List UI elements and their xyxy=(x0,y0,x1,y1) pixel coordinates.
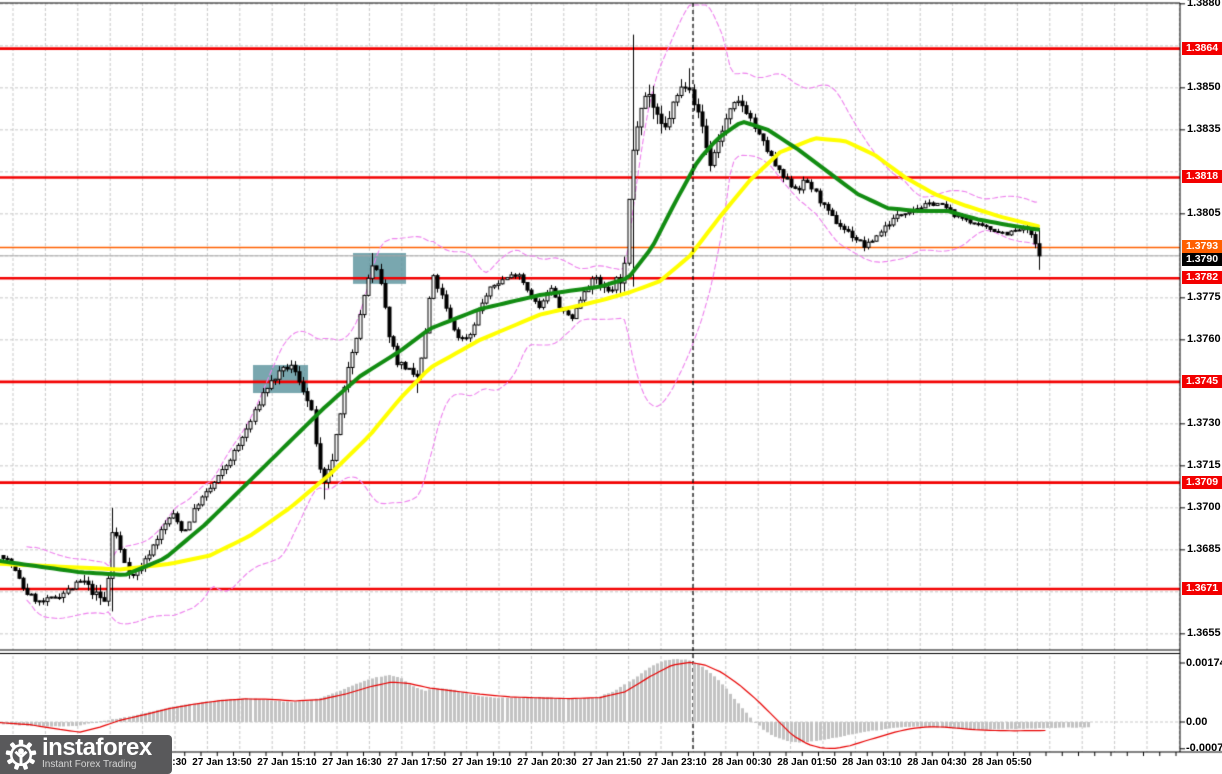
indicator-value-label: 0.00174 xyxy=(1186,656,1222,669)
current-price-badge: 1.3790 xyxy=(1182,253,1222,267)
time-label: 28 Jan 05:50 xyxy=(972,757,1032,768)
time-label: 27 Jan 19:10 xyxy=(452,757,512,768)
price-tick-label: 1.3685 xyxy=(1187,543,1221,556)
price-tick-label: 1.3835 xyxy=(1187,123,1221,136)
price-level-badge: 1.3671 xyxy=(1182,582,1222,596)
price-tick-label: 1.3760 xyxy=(1187,333,1221,346)
price-level-badge: 1.3818 xyxy=(1182,170,1222,184)
price-level-badge: 1.3709 xyxy=(1182,475,1222,489)
price-level-badge: 1.3864 xyxy=(1182,41,1222,55)
price-level-badge: 1.3793 xyxy=(1182,240,1222,254)
time-label: 28 Jan 04:30 xyxy=(907,757,967,768)
price-level-badge: 1.3745 xyxy=(1182,374,1222,388)
time-label: 28 Jan 03:10 xyxy=(842,757,902,768)
price-tick-label: 1.3850 xyxy=(1187,81,1221,94)
indicator-value-label: 0.00 xyxy=(1186,715,1208,728)
time-label: 27 Jan 13:50 xyxy=(192,757,252,768)
time-label: 27 Jan 23:10 xyxy=(647,757,707,768)
price-tick-label: 1.3700 xyxy=(1187,501,1221,514)
price-tick-label: 1.3775 xyxy=(1187,291,1221,304)
time-label: 27 Jan 21:50 xyxy=(582,757,642,768)
price-tick-label: 1.3730 xyxy=(1187,417,1221,430)
time-label: 27 Jan 15:10 xyxy=(257,757,317,768)
time-label: 28 Jan 01:50 xyxy=(777,757,837,768)
price-tick-label: 1.3880 xyxy=(1187,0,1221,10)
price-level-badge: 1.3782 xyxy=(1182,271,1222,285)
time-label: 27 Jan 17:50 xyxy=(387,757,447,768)
brand-tagline: Instant Forex Trading xyxy=(42,759,137,770)
price-tick-label: 1.3715 xyxy=(1187,459,1221,472)
brand-name: instaforex xyxy=(42,734,152,761)
time-label: 27 Jan 20:30 xyxy=(517,757,577,768)
time-label: 28 Jan 00:30 xyxy=(712,757,772,768)
price-tick-label: 1.3655 xyxy=(1187,627,1221,640)
time-label: 27 Jan 16:30 xyxy=(322,757,382,768)
indicator-value-label: -0.00079 xyxy=(1186,742,1222,755)
brand-logo: instaforex Instant Forex Trading xyxy=(0,735,172,774)
price-tick-label: 1.3805 xyxy=(1187,207,1221,220)
gear-person-icon xyxy=(5,739,37,770)
